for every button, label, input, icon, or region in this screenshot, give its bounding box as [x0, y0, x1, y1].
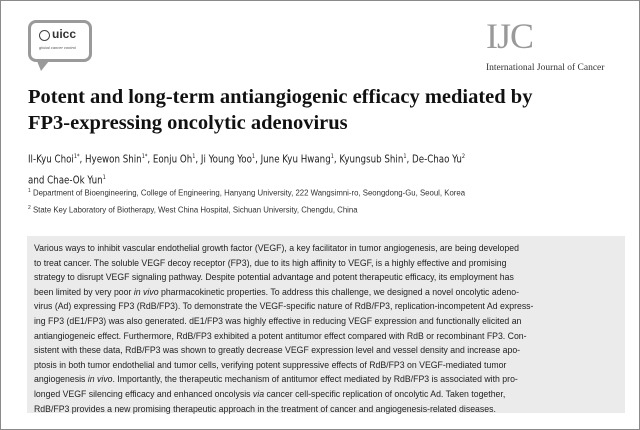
author-name: Il-Kyu Choi	[28, 153, 74, 166]
abstract-text: Various ways to inhibit vascular endothe…	[34, 242, 519, 253]
abstract-line: to treat cancer. The soluble VEGF decoy …	[34, 256, 584, 271]
italic-term: via	[252, 387, 265, 399]
abstract-text: . Importantly, the therapeutic mechanism…	[112, 373, 518, 385]
author-line: and Chae-Ok Yun1	[28, 169, 465, 190]
abstract-text: ing FP3 (dE1/FP3) was also generated. dE…	[34, 314, 522, 326]
abstract-line: strategy to disrupt VEGF signaling pathw…	[34, 270, 584, 285]
abstract-text: antiangiogeneic effect. Furthermore, RdB…	[34, 329, 527, 341]
article-title: Potent and long-term antiangiogenic effi…	[28, 84, 532, 136]
author-affiliation-mark: 1	[330, 153, 334, 160]
affiliation-number: 1	[28, 188, 31, 194]
author-name: Hyewon Shin	[85, 153, 142, 166]
uicc-logo: uicc global cancer control	[28, 20, 92, 71]
author-name: and Chae-Ok Yun	[28, 174, 103, 186]
abstract-text: ptosis in both tumor endothelial and tum…	[34, 358, 507, 370]
author-separator: ,	[79, 153, 86, 166]
author-affiliation-mark: 1	[102, 173, 106, 181]
author-separator: ,	[195, 153, 201, 166]
author-separator: ,	[255, 153, 261, 166]
author-separator: ,	[147, 153, 153, 166]
uicc-logo-tagline: global cancer control	[39, 45, 76, 50]
affiliations: 1 Department of Bioengineering, College …	[28, 184, 465, 217]
abstract-line: Various ways to inhibit vascular endothe…	[34, 241, 584, 256]
author-name: De-Chao Yu	[412, 153, 462, 166]
author-name: Kyungsub Shin	[339, 153, 404, 166]
abstract-text: strategy to disrupt VEGF signaling pathw…	[34, 271, 514, 283]
abstract-text: virus (Ad) expressing FP3 (RdB/FP3). To …	[34, 300, 534, 312]
abstract-line: RdB/FP3 provides a new promising therape…	[34, 402, 584, 417]
author-separator: ,	[406, 153, 413, 166]
abstract-line: sistent with these data, RdB/FP3 was sho…	[34, 343, 584, 358]
author-affiliation-mark: 1	[192, 153, 196, 160]
author-affiliation-mark: 1*	[141, 153, 148, 160]
abstract-line: angiogenesis in vivo. Importantly, the t…	[34, 372, 584, 387]
abstract-line: ptosis in both tumor endothelial and tum…	[34, 358, 584, 373]
abstract-text: angiogenesis	[34, 373, 88, 385]
author-line: Il-Kyu Choi1*, Hyewon Shin1*, Eonju Oh1,…	[28, 148, 465, 169]
author-name: Ji Young Yoo	[200, 153, 252, 166]
author-affiliation-mark: 2	[461, 153, 466, 160]
globe-icon	[39, 30, 50, 41]
abstract-text: longed VEGF silencing efficacy and enhan…	[34, 387, 253, 399]
abstract-line: antiangiogeneic effect. Furthermore, RdB…	[34, 329, 584, 344]
italic-term: in vivo	[87, 373, 113, 385]
author-affiliation-mark: 1	[251, 153, 256, 160]
author-affiliation-mark: 1	[403, 153, 407, 160]
affiliation: 1 Department of Bioengineering, College …	[28, 184, 465, 201]
abstract-text: to treat cancer. The soluble VEGF decoy …	[34, 256, 507, 268]
author-name: Eonju Oh	[152, 153, 193, 166]
affiliation: 2 State Key Laboratory of Biotherapy, We…	[28, 201, 465, 218]
author-affiliation-mark: 1*	[73, 153, 80, 160]
author-list: Il-Kyu Choi1*, Hyewon Shin1*, Eonju Oh1,…	[28, 148, 465, 189]
abstract-text: cancer cell-specific replication of onco…	[264, 387, 506, 399]
affiliation-text: State Key Laboratory of Biotherapy, West…	[30, 205, 358, 215]
abstract-box: Various ways to inhibit vascular endothe…	[27, 236, 625, 414]
author-separator: ,	[333, 153, 340, 166]
abstract-text: pharmacokinetic properties. To address t…	[158, 285, 519, 297]
abstract-text: RdB/FP3 provides a new promising therape…	[34, 402, 496, 414]
journal-name: International Journal of Cancer	[486, 63, 605, 73]
affiliation-number: 2	[28, 204, 31, 211]
abstract-line: been limited by very poor in vivo pharma…	[34, 285, 584, 300]
abstract-line: longed VEGF silencing efficacy and enhan…	[34, 387, 584, 402]
author-name: June Kyu Hwang	[260, 153, 331, 166]
uicc-logo-text: uicc	[52, 27, 77, 41]
italic-term: in vivo	[133, 285, 159, 297]
abstract-text: been limited by very poor	[34, 285, 134, 297]
abstract-text: sistent with these data, RdB/FP3 was sho…	[34, 344, 521, 356]
affiliation-text: Department of Bioengineering, College of…	[30, 188, 466, 198]
title-line: Potent and long-term antiangiogenic effi…	[28, 86, 533, 108]
abstract-line: ing FP3 (dE1/FP3) was also generated. dE…	[34, 314, 584, 329]
abstract-line: virus (Ad) expressing FP3 (RdB/FP3). To …	[34, 299, 584, 314]
journal-logo: IJC	[486, 16, 534, 56]
title-line: FP3-expressing oncolytic adenovirus	[28, 112, 348, 134]
